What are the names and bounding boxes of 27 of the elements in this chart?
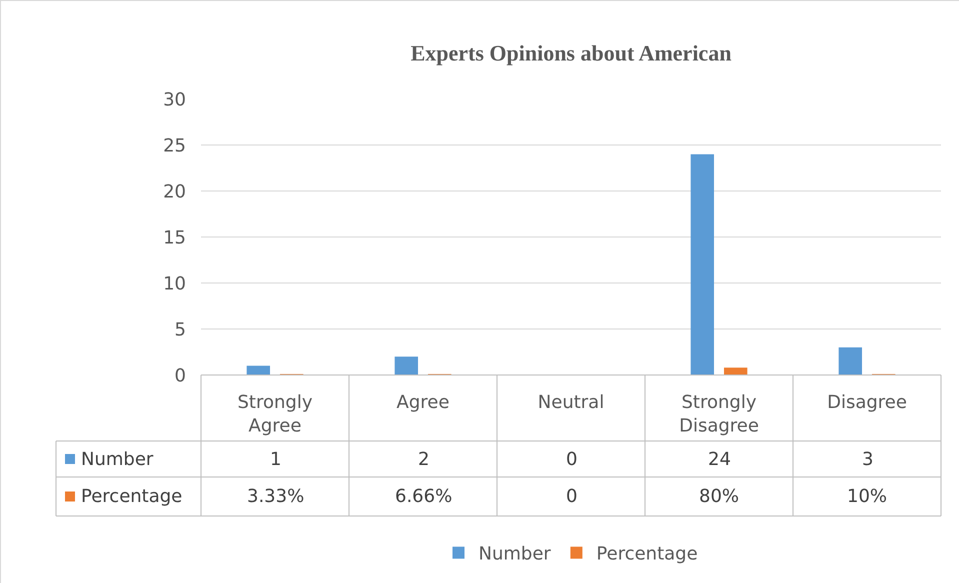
- legend-label: Number: [81, 449, 154, 470]
- x-tick-label: Disagree: [827, 392, 907, 413]
- y-tick-label: 25: [163, 135, 186, 156]
- x-tick-label: Strongly Agree: [238, 392, 313, 436]
- x-tick-label: Agree: [396, 392, 450, 413]
- text: Percentage: [596, 544, 698, 565]
- y-tick-label: 5: [174, 319, 186, 340]
- data-label: 2: [418, 449, 430, 470]
- y-tick-label: 10: [163, 273, 186, 294]
- y-tick-label: 30: [163, 89, 186, 110]
- chart-title: Experts Opinions about American: [410, 40, 732, 66]
- data-label: 3.33%: [247, 486, 304, 507]
- y-tick-label: 15: [163, 227, 186, 248]
- data-label: 0: [566, 449, 578, 470]
- text: Number: [478, 544, 551, 565]
- legend-label: Percentage: [81, 486, 182, 507]
- y-tick-label: 20: [163, 181, 186, 202]
- data-label: 0: [566, 486, 578, 507]
- data-label: 1: [270, 449, 282, 470]
- data-label: 24: [708, 449, 731, 470]
- data-label: 3: [862, 449, 874, 470]
- data-label: 6.66%: [395, 486, 452, 507]
- x-tick-label: Strongly Disagree: [679, 392, 759, 436]
- data-label: 80%: [699, 486, 740, 507]
- data-label: 10%: [847, 486, 888, 507]
- x-tick-label: Neutral: [538, 392, 604, 413]
- y-tick-label: 0: [174, 365, 186, 386]
